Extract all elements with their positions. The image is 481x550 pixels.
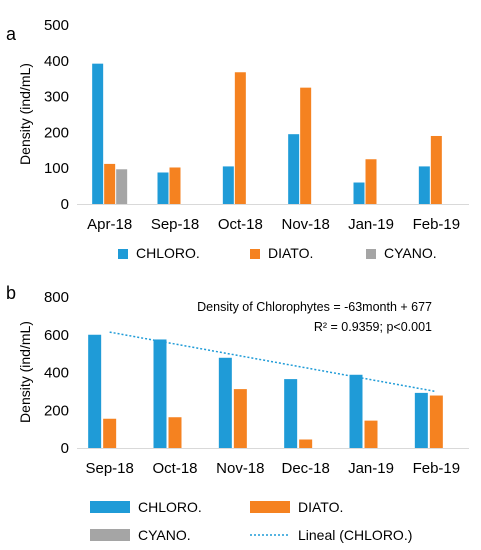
legend-swatch [90, 501, 130, 513]
legend-label: Lineal (CHLORO.) [298, 527, 412, 543]
x-tick-label: Dec-18 [281, 460, 329, 477]
y-tick-label: 200 [44, 402, 69, 419]
bar-diato [430, 135, 442, 204]
y-tick-label: 100 [44, 160, 69, 177]
legend-swatch [250, 501, 290, 513]
bar-cyano [116, 169, 128, 204]
bar-chloro [153, 339, 167, 448]
x-tick-label: Oct-18 [152, 460, 197, 477]
x-tick-label: Nov-18 [216, 460, 264, 477]
bar-chloro [418, 166, 430, 204]
bar-diato [365, 159, 377, 204]
legend-label: CHLORO. [136, 245, 200, 261]
bar-chloro [414, 392, 428, 448]
bar-diato [300, 87, 312, 204]
panel-label: b [6, 283, 16, 303]
regression-annotation: R² = 0.9359; p<0.001 [314, 320, 432, 334]
bar-diato [234, 72, 246, 204]
x-tick-label: Nov-18 [281, 216, 329, 233]
legend-label: DIATO. [268, 245, 313, 261]
panel-label: a [6, 24, 17, 44]
x-tick-label: Sep-18 [151, 216, 199, 233]
x-tick-label: Jan-19 [348, 460, 394, 477]
y-axis-label: Density (ind/mL) [17, 63, 33, 165]
y-axis-label: Density (ind/mL) [17, 321, 33, 423]
bar-chloro [92, 63, 104, 204]
bar-diato [429, 395, 443, 448]
legend-label: CHLORO. [138, 499, 202, 515]
bar-chloro [353, 182, 365, 204]
y-tick-label: 400 [44, 53, 69, 70]
bar-diato [299, 439, 313, 448]
x-tick-label: Apr-18 [87, 216, 132, 233]
legend-swatch [366, 249, 376, 259]
x-tick-label: Sep-18 [85, 460, 133, 477]
y-tick-label: 0 [61, 196, 69, 213]
bar-diato [364, 420, 378, 448]
bar-diato [168, 417, 182, 448]
x-tick-label: Feb-19 [413, 216, 461, 233]
bar-chloro [218, 357, 232, 448]
x-tick-label: Feb-19 [413, 460, 461, 477]
y-tick-label: 500 [44, 17, 69, 34]
legend-swatch [90, 529, 130, 541]
bar-chloro [284, 379, 298, 448]
legend-label: DIATO. [298, 499, 343, 515]
bar-diato [103, 418, 117, 448]
bar-chloro [222, 166, 234, 204]
y-tick-label: 0 [61, 440, 69, 457]
trendline [109, 331, 437, 393]
bar-chloro [88, 334, 102, 448]
regression-annotation: Density of Chlorophytes = -63month + 677 [197, 300, 432, 314]
legend-label: CYANO. [138, 527, 191, 543]
bar-chloro [157, 172, 169, 204]
legend-swatch [118, 249, 128, 259]
legend-label: CYANO. [384, 245, 437, 261]
bar-diato [169, 167, 181, 204]
x-tick-label: Oct-18 [218, 216, 263, 233]
y-tick-label: 200 [44, 124, 69, 141]
bar-diato [104, 163, 116, 204]
bar-diato [233, 389, 247, 448]
legend-swatch [250, 249, 260, 259]
bar-chloro [288, 134, 300, 204]
y-tick-label: 300 [44, 89, 69, 106]
y-tick-label: 600 [44, 327, 69, 344]
y-tick-label: 800 [44, 289, 69, 306]
x-tick-label: Jan-19 [348, 216, 394, 233]
bar-chloro [349, 374, 363, 448]
y-tick-label: 400 [44, 365, 69, 382]
